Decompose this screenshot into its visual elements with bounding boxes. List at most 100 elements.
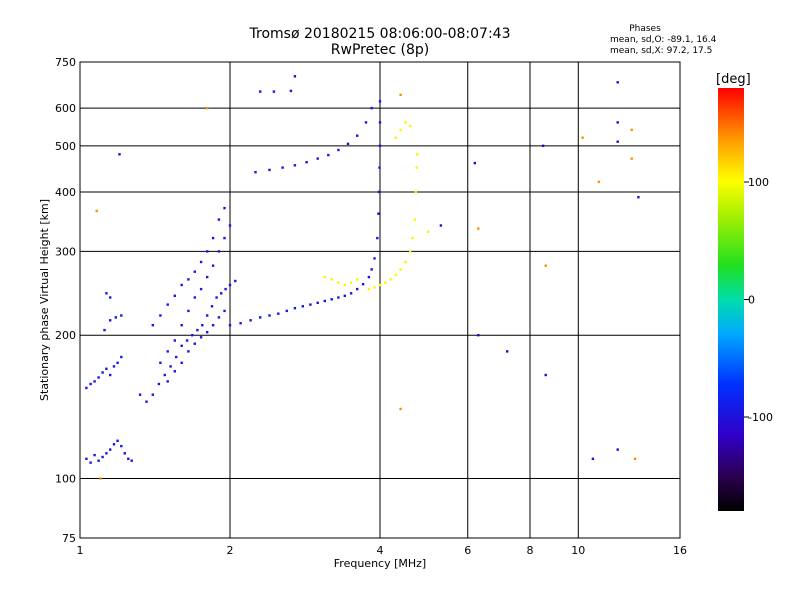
x-tick-label: 10 [571,544,585,557]
colorbar-tick-label: 0 [748,294,755,307]
data-point [109,373,112,377]
data-point [399,407,402,411]
data-point [305,161,308,164]
data-point [95,209,98,213]
data-point [138,393,142,396]
data-point [123,452,126,455]
y-tick-label: 400 [55,186,76,199]
data-point [109,448,112,451]
data-point [544,264,547,267]
data-point [180,283,183,287]
data-point [180,324,183,327]
data-point [151,324,154,327]
data-point [187,309,190,313]
data-point [389,278,392,281]
data-point [415,166,418,169]
data-point [85,386,88,390]
data-point [416,153,419,156]
data-point [159,361,162,364]
x-tick-label: 1 [77,544,84,557]
data-point [180,361,183,364]
data-point [399,268,402,271]
data-point [101,455,104,459]
data-point [206,331,209,334]
data-point [234,279,237,283]
data-point [327,153,330,157]
data-point [166,380,169,383]
data-point [211,264,215,267]
data-point [616,121,619,124]
data-point [293,164,297,167]
data-point [384,281,387,284]
data-point [364,121,368,124]
x-axis-ticks: 1 2 4 6 8 10 16 [77,544,688,557]
data-point [293,307,297,310]
data-point [159,314,162,317]
data-point [367,287,371,291]
colorbar [718,88,744,511]
data-point [191,334,194,337]
data-point [349,292,353,295]
chart-subtitle: RwPretec (8p) [331,42,429,58]
data-point [427,230,430,233]
data-point [97,376,100,379]
data-point [187,350,190,353]
data-point [105,292,108,295]
y-axis-ticks: 75 100 200 300 400 500 600 750 [55,56,76,545]
data-point [399,128,402,132]
data-point [217,218,221,221]
y-axis-label: Stationary phase Virtual Height [km] [38,199,51,401]
data-point [637,196,640,199]
data-point [289,89,293,93]
data-point [211,324,215,327]
data-point [316,157,319,160]
data-point [206,314,209,317]
data-point [541,144,545,147]
y-tick-label: 75 [62,532,76,545]
x-tick-label: 2 [227,544,234,557]
data-point [163,373,166,377]
data-point [630,157,633,160]
data-point [616,81,619,84]
data-point [373,257,376,260]
y-tick-label: 300 [55,245,76,258]
data-point [544,373,547,377]
data-point [581,136,584,139]
data-point [145,400,148,403]
data-point [173,294,176,297]
chart-title: Tromsø 20180215 08:06:00-08:07:43 [249,26,511,42]
data-point [370,268,373,271]
data-point [151,393,154,396]
data-point [112,365,116,368]
data-point [223,309,226,313]
data-point [259,316,262,319]
data-point [130,459,133,462]
data-point [439,224,443,227]
data-point [346,142,350,145]
colorbar-tick-label: -100 [748,411,773,424]
data-point [254,171,257,174]
data-point [343,294,346,297]
colorbar-tick-label: 100 [748,176,769,189]
y-tick-label: 200 [55,329,76,342]
x-tick-label: 8 [527,544,534,557]
data-point [477,334,480,337]
data-point [166,350,169,353]
data-point [404,121,407,124]
data-point [118,153,121,156]
x-tick-label: 4 [377,544,384,557]
data-point [376,236,379,240]
data-point [103,328,106,332]
data-point [411,236,414,240]
x-tick-label: 16 [673,544,687,557]
data-point [616,448,619,451]
data-point [323,275,326,279]
data-point [220,292,223,295]
data-point [89,382,92,386]
data-point [114,316,117,319]
data-point [93,380,96,383]
data-point [337,148,340,152]
data-point [127,457,130,460]
data-point [112,443,116,446]
